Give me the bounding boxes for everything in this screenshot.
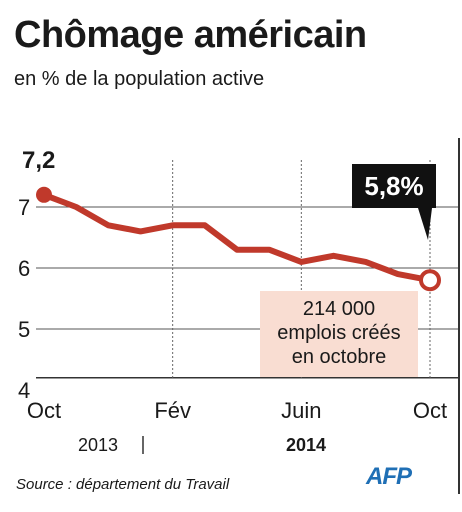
y-tick-label: 7	[18, 195, 30, 220]
series-line	[41, 191, 433, 284]
callout-pointer	[418, 208, 432, 240]
annotation-line: emplois créés	[277, 322, 400, 344]
frame-edge	[458, 138, 460, 494]
y-tick-label: 5	[18, 317, 30, 342]
x-tick-label: Juin	[281, 398, 321, 423]
y-tick-label: 4	[18, 378, 30, 403]
year-label-2013: 2013	[78, 435, 118, 455]
last-point	[419, 269, 441, 292]
afp-logo: AFP	[366, 463, 412, 490]
year-label-2014: 2014	[286, 435, 326, 455]
callout-background	[352, 164, 436, 208]
x-tick-labels: Oct Fév Juin Oct	[27, 398, 447, 423]
source-note: Source : département du Travail	[16, 476, 230, 493]
series-polyline	[41, 191, 433, 284]
first-point	[36, 186, 52, 203]
data-points	[36, 186, 441, 292]
chart-subtitle: en % de la population active	[14, 68, 265, 90]
x-tick-label: Oct	[27, 398, 61, 423]
value-labels: 7,2 5,8%	[22, 147, 436, 240]
annotation-background	[260, 291, 418, 377]
chart-title: Chômage américain	[14, 14, 367, 56]
y-tick-labels: 7 6 5 4	[18, 195, 30, 403]
x-tick-label: Oct	[413, 398, 447, 423]
annotation-line: 214 000	[303, 298, 375, 320]
year-labels: 2013 2014	[78, 435, 326, 455]
x-tick-label: Fév	[154, 398, 191, 423]
annotation-line: en octobre	[292, 346, 387, 368]
last-value-label: 5,8%	[364, 171, 423, 201]
y-tick-label: 6	[18, 256, 30, 281]
first-value-label: 7,2	[22, 147, 55, 174]
